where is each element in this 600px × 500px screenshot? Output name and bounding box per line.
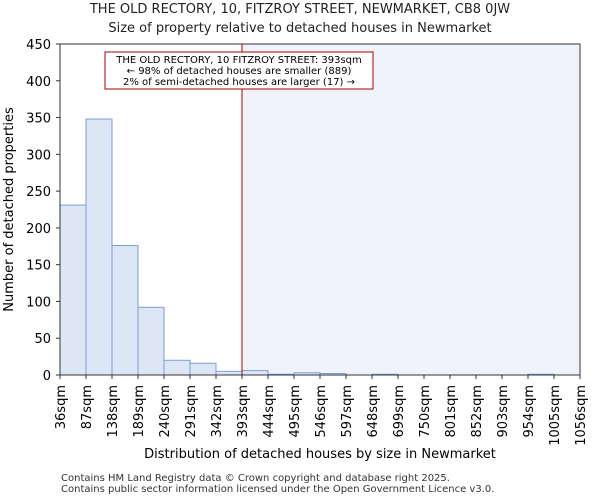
- y-tick-label: 100: [26, 295, 51, 310]
- x-tick-label: 393sqm: [236, 385, 251, 438]
- y-tick-label: 250: [26, 185, 51, 200]
- histogram-bar: [163, 359, 191, 376]
- y-axis-label: Number of detached properties: [2, 107, 17, 312]
- x-tick-label: 1056sqm: [574, 385, 589, 446]
- x-tick-label: 648sqm: [366, 385, 381, 438]
- x-tick-label: 36sqm: [54, 385, 69, 429]
- x-tick-label: 699sqm: [392, 385, 407, 438]
- chart-subtitle: Size of property relative to detached ho…: [108, 21, 492, 36]
- x-tick-label: 954sqm: [522, 385, 537, 438]
- histogram-bar: [85, 118, 113, 376]
- histogram-bar: [241, 370, 269, 376]
- histogram-bar: [59, 204, 87, 376]
- x-tick-label: 240sqm: [158, 385, 173, 438]
- x-tick-label: 189sqm: [132, 385, 147, 438]
- x-tick-label: 801sqm: [444, 385, 459, 438]
- x-tick-label: 1005sqm: [548, 385, 563, 446]
- x-tick-label: 138sqm: [106, 385, 121, 438]
- y-tick-label: 0: [43, 369, 51, 384]
- y-tick-label: 350: [26, 112, 51, 127]
- footer-line-1: Contains HM Land Registry data © Crown c…: [61, 473, 450, 484]
- footer-line-2: Contains public sector information licen…: [61, 484, 495, 495]
- annotation-box: THE OLD RECTORY, 10 FITZROY STREET: 393s…: [104, 51, 374, 90]
- x-tick-label: 852sqm: [470, 385, 485, 438]
- plot-frame: [59, 43, 581, 376]
- annotation-line-3: 2% of semi-detached houses are larger (1…: [123, 77, 355, 88]
- x-tick-label: 903sqm: [496, 385, 511, 438]
- y-tick-label: 450: [26, 38, 51, 53]
- x-tick-label: 87sqm: [80, 385, 95, 429]
- x-tick-label: 495sqm: [288, 385, 303, 438]
- y-tick-label: 50: [34, 332, 51, 347]
- histogram-bar: [111, 245, 139, 376]
- histogram-bar: [137, 306, 165, 376]
- x-tick-label: 597sqm: [340, 385, 355, 438]
- histogram-bar: [215, 370, 243, 376]
- annotation-line-1: THE OLD RECTORY, 10 FITZROY STREET: 393s…: [115, 55, 362, 66]
- x-tick-label: 750sqm: [418, 385, 433, 438]
- y-tick-label: 150: [26, 259, 51, 274]
- annotation-line-2: ← 98% of detached houses are smaller (88…: [127, 66, 352, 77]
- chart-title: THE OLD RECTORY, 10, FITZROY STREET, NEW…: [89, 2, 511, 17]
- x-axis-label: Distribution of detached houses by size …: [144, 447, 496, 462]
- y-tick-label: 400: [26, 75, 51, 90]
- x-tick-label: 291sqm: [184, 385, 199, 438]
- x-tick-label: 444sqm: [262, 385, 277, 438]
- y-tick-label: 200: [26, 222, 51, 237]
- larger-region-highlight: [242, 44, 580, 375]
- x-tick-label: 546sqm: [314, 385, 329, 438]
- y-tick-label: 300: [26, 148, 51, 163]
- histogram-bar: [189, 362, 217, 376]
- x-tick-label: 342sqm: [210, 385, 225, 438]
